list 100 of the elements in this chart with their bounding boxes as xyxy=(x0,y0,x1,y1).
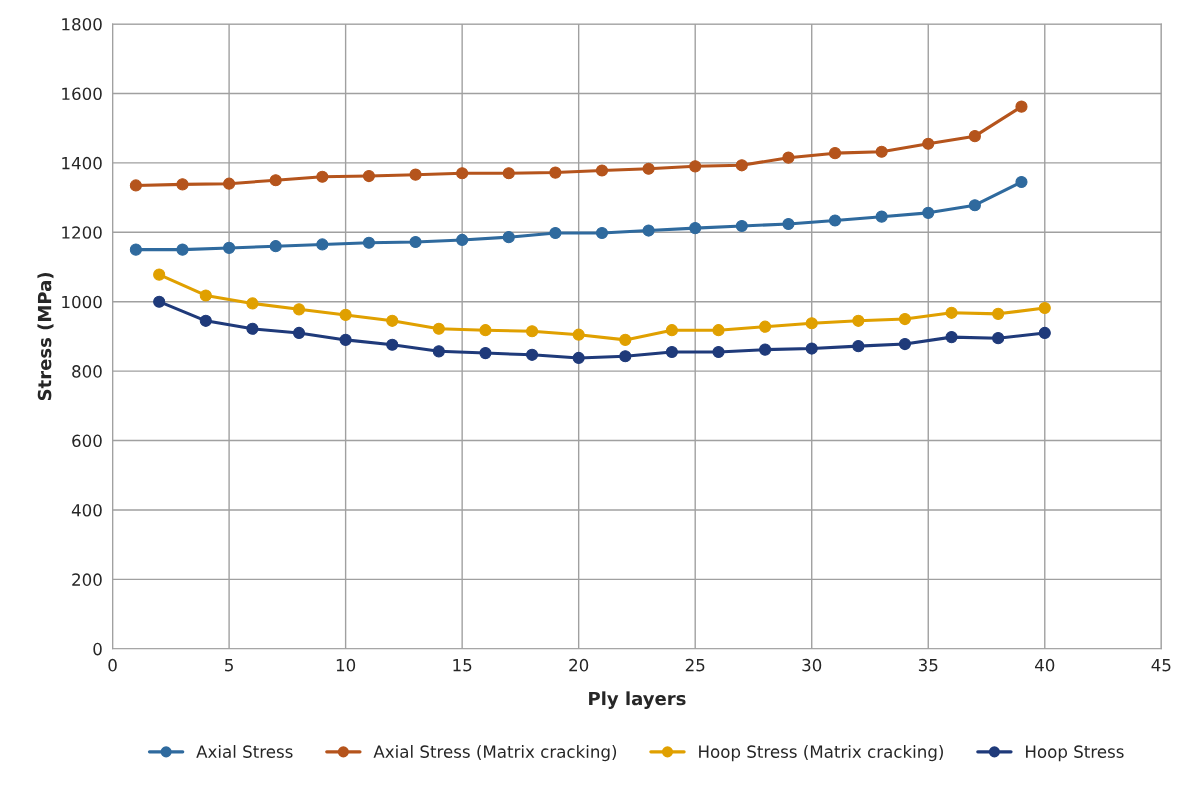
y-tick-label: 1200 xyxy=(62,226,102,239)
point xyxy=(665,324,678,337)
point xyxy=(759,343,772,356)
point xyxy=(479,324,492,337)
point xyxy=(595,164,609,177)
point xyxy=(1015,100,1028,113)
y-tick-label: 0 xyxy=(93,642,102,656)
point xyxy=(176,178,189,191)
point xyxy=(316,238,329,251)
point xyxy=(572,328,585,341)
x-tick-label: 0 xyxy=(108,658,117,672)
x-tick-label: 25 xyxy=(685,658,705,672)
point xyxy=(735,219,748,233)
legend-label: Hoop Stress (Matrix cracking) xyxy=(699,745,943,762)
point xyxy=(339,333,352,346)
point xyxy=(549,226,562,240)
point xyxy=(642,224,655,237)
point xyxy=(572,351,585,365)
point xyxy=(759,320,772,333)
point xyxy=(362,236,376,249)
y-tick-label: 600 xyxy=(72,434,102,448)
point xyxy=(992,332,1005,345)
point xyxy=(689,222,702,235)
y-tick-label: 800 xyxy=(72,365,102,378)
point xyxy=(456,167,469,180)
point xyxy=(432,345,445,358)
x-axis-title: Ply layers xyxy=(589,691,686,709)
point xyxy=(992,307,1005,320)
point xyxy=(805,342,818,355)
point xyxy=(1015,175,1028,189)
point xyxy=(968,130,981,143)
point xyxy=(782,151,795,164)
point xyxy=(456,233,469,246)
point xyxy=(712,345,725,359)
x-tick-label: 35 xyxy=(918,658,938,672)
x-tick-label: 45 xyxy=(1151,659,1171,672)
point xyxy=(269,240,282,253)
legend-label: Axial Stress xyxy=(196,745,293,758)
legend-label: Axial Stress (Matrix cracking) xyxy=(373,745,617,762)
point xyxy=(153,268,166,281)
point xyxy=(642,162,655,175)
x-tick-label: 30 xyxy=(802,658,822,672)
point xyxy=(595,226,609,240)
point xyxy=(875,145,888,158)
point xyxy=(199,314,212,327)
point xyxy=(292,326,306,340)
y-tick-label: 1400 xyxy=(62,156,102,170)
point xyxy=(945,306,958,319)
point xyxy=(945,331,958,344)
y-tick-label: 200 xyxy=(72,573,102,586)
point xyxy=(246,297,259,310)
x-tick-label: 10 xyxy=(336,658,356,672)
point xyxy=(1038,301,1051,315)
legend-label: Hoop Stress xyxy=(1026,745,1124,762)
point xyxy=(735,159,748,172)
point xyxy=(153,295,166,308)
point xyxy=(619,350,632,363)
point xyxy=(269,174,282,187)
point xyxy=(223,241,236,254)
point xyxy=(712,324,725,337)
y-tick-label: 1600 xyxy=(62,87,102,101)
y-tick-label: 1000 xyxy=(62,295,102,309)
point xyxy=(525,348,539,361)
point xyxy=(525,325,539,338)
point xyxy=(409,168,422,181)
point xyxy=(968,199,981,212)
point xyxy=(828,147,842,160)
point xyxy=(502,231,515,244)
point xyxy=(689,160,702,173)
y-tick-label: 1800 xyxy=(62,17,102,31)
point xyxy=(386,314,399,327)
point xyxy=(898,337,912,351)
x-tick-label: 20 xyxy=(569,658,589,672)
point xyxy=(362,169,376,183)
point xyxy=(339,308,352,321)
point xyxy=(898,312,912,326)
point xyxy=(922,137,935,150)
point xyxy=(549,166,562,179)
y-tick-label: 400 xyxy=(71,503,102,517)
point xyxy=(1038,326,1051,340)
point xyxy=(828,214,842,227)
y-axis-title: Stress (MPa) xyxy=(37,272,54,401)
point xyxy=(432,322,445,335)
point xyxy=(922,206,935,219)
point xyxy=(852,314,865,327)
point xyxy=(386,338,399,351)
point xyxy=(852,340,865,353)
point xyxy=(316,170,329,183)
point xyxy=(176,243,189,256)
point xyxy=(223,177,236,190)
x-tick-label: 5 xyxy=(225,659,233,672)
point xyxy=(246,322,259,335)
point xyxy=(619,333,632,346)
point xyxy=(665,345,678,359)
point xyxy=(129,243,142,256)
point xyxy=(409,235,422,249)
point xyxy=(805,317,818,330)
point xyxy=(292,303,306,316)
point xyxy=(782,217,795,231)
x-tick-label: 15 xyxy=(453,659,472,672)
